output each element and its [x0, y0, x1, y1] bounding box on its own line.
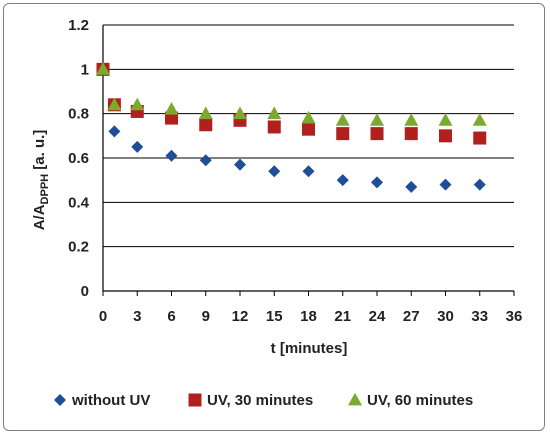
data-point-square [302, 122, 315, 136]
data-point-square [404, 127, 418, 141]
data-point-diamond [405, 180, 418, 193]
data-points [96, 62, 487, 193]
data-point-square [473, 131, 487, 145]
y-axis-title: A/ADPPH [a. u.] [31, 130, 51, 231]
x-tick-label: 12 [232, 308, 249, 325]
x-tick-label: 9 [202, 308, 210, 325]
data-point-diamond [371, 176, 383, 189]
chart-frame [3, 3, 545, 431]
data-point-triangle [404, 113, 419, 126]
data-point-diamond [473, 178, 486, 191]
data-point-triangle [198, 106, 213, 120]
data-point-diamond [108, 125, 121, 138]
data-point-triangle [267, 106, 282, 120]
y-tick-label: 0.2 [68, 239, 89, 256]
x-tick-label: 0 [99, 308, 107, 325]
data-point-triangle [472, 113, 487, 126]
gridlines [103, 24, 514, 248]
axes [102, 25, 515, 296]
data-point-diamond [131, 140, 144, 153]
data-point-diamond [336, 174, 349, 187]
x-tick-label: 15 [266, 308, 283, 325]
data-point-triangle [107, 97, 122, 111]
y-tick-label: 0.8 [68, 106, 89, 123]
x-tick-label: 21 [334, 308, 351, 325]
legend-marker-square [188, 393, 202, 407]
data-point-diamond [199, 154, 212, 167]
legend-label: UV, 30 minutes [207, 392, 313, 409]
data-point-diamond [234, 158, 246, 171]
legend-label: without UV [71, 392, 150, 409]
x-tick-label: 3 [133, 308, 141, 325]
data-point-triangle [164, 102, 179, 115]
data-point-triangle [335, 113, 350, 126]
x-tick-label: 30 [437, 308, 454, 325]
data-point-square [439, 129, 452, 143]
data-point-square [336, 127, 350, 141]
legend-marker-triangle [348, 392, 362, 406]
data-point-diamond [268, 165, 281, 178]
x-axis-title: t [minutes] [271, 340, 348, 357]
data-point-triangle [301, 110, 316, 124]
y-axis-title-main: A/A [31, 204, 48, 230]
x-tick-label: 36 [506, 308, 523, 325]
y-axis-title-sub: DPPH [39, 174, 51, 205]
data-point-square [165, 111, 178, 125]
x-tick-label: 33 [471, 308, 488, 325]
legend: without UV UV, 30 minutes UV, 60 minutes [54, 392, 473, 409]
x-tick-label: 6 [167, 308, 175, 325]
data-point-triangle [130, 97, 145, 111]
y-tick-label: 0 [81, 283, 89, 300]
y-axis-title-suffix: [a. u.] [31, 130, 48, 174]
x-tick-labels: 0 3 6 9 12 15 18 21 24 27 30 33 36 [99, 308, 523, 325]
x-tick-label: 18 [300, 308, 317, 325]
data-point-diamond [439, 178, 452, 191]
x-tick-label: 24 [369, 308, 386, 325]
data-point-square [267, 120, 281, 134]
data-point-triangle [96, 62, 110, 75]
legend-label: UV, 60 minutes [367, 392, 473, 409]
y-tick-label: 1.2 [68, 17, 89, 34]
data-point-diamond [302, 165, 315, 178]
data-point-square [199, 118, 213, 132]
legend-marker-diamond [54, 394, 66, 406]
data-point-square [370, 127, 384, 141]
data-point-triangle [370, 113, 384, 126]
data-point-triangle [438, 113, 453, 126]
y-tick-label: 0.6 [68, 150, 89, 167]
y-tick-label: 0.4 [68, 194, 90, 211]
x-tick-label: 27 [403, 308, 420, 325]
y-tick-labels: 0 0.2 0.4 0.6 0.8 1 1.2 [68, 17, 90, 300]
y-tick-label: 1 [81, 61, 89, 78]
data-point-triangle [233, 106, 247, 120]
data-point-diamond [165, 149, 178, 162]
